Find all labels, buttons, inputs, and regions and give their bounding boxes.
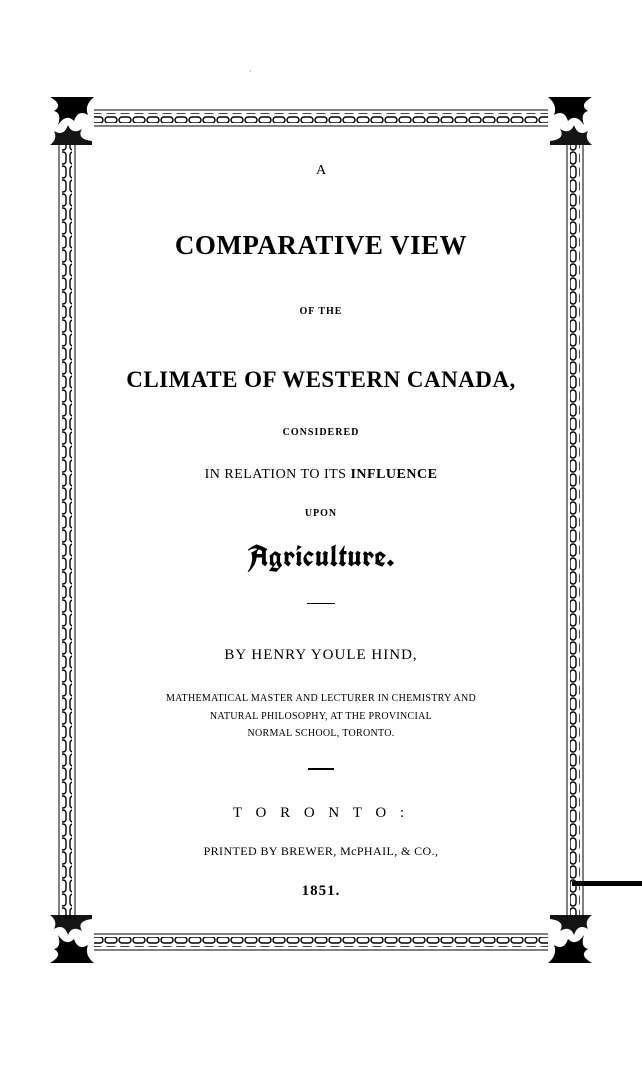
rule-divider [307, 603, 335, 605]
title-main: COMPARATIVE VIEW [88, 231, 554, 259]
considered: CONSIDERED [88, 428, 554, 439]
imprint-place: T O R O N T O : [88, 806, 554, 822]
relation-pre: IN RELATION TO ITS [205, 467, 351, 482]
imprint-printer: PRINTED BY BREWER, McPHAIL, & CO., [88, 845, 554, 858]
upon: UPON [88, 509, 554, 520]
title-page-content: A COMPARATIVE VIEW OF THE CLIMATE OF WES… [88, 150, 554, 910]
title-page: · [48, 95, 594, 965]
author-credential-1: MATHEMATICAL MASTER AND LECTURER IN CHEM… [88, 694, 554, 705]
author-credential-3: NORMAL SCHOOL, TORONTO. [88, 729, 554, 740]
page-smudge: · [248, 65, 253, 81]
author-byline: BY HENRY YOULE HIND, [88, 648, 554, 664]
author-credential-2: NATURAL PHILOSOPHY, AT THE PROVINCIAL [88, 712, 554, 723]
title-sub: CLIMATE OF WESTERN CANADA, [88, 368, 554, 392]
word-a: A [88, 164, 554, 179]
relation-line: IN RELATION TO ITS INFLUENCE [88, 468, 554, 483]
of-the: OF THE [88, 307, 554, 318]
print-defect-bar [572, 881, 642, 886]
agriculture-blackletter: Agriculture. [88, 541, 554, 573]
imprint-year: 1851. [88, 884, 554, 900]
relation-bold: INFLUENCE [350, 467, 437, 482]
rule-divider-2 [308, 768, 334, 770]
